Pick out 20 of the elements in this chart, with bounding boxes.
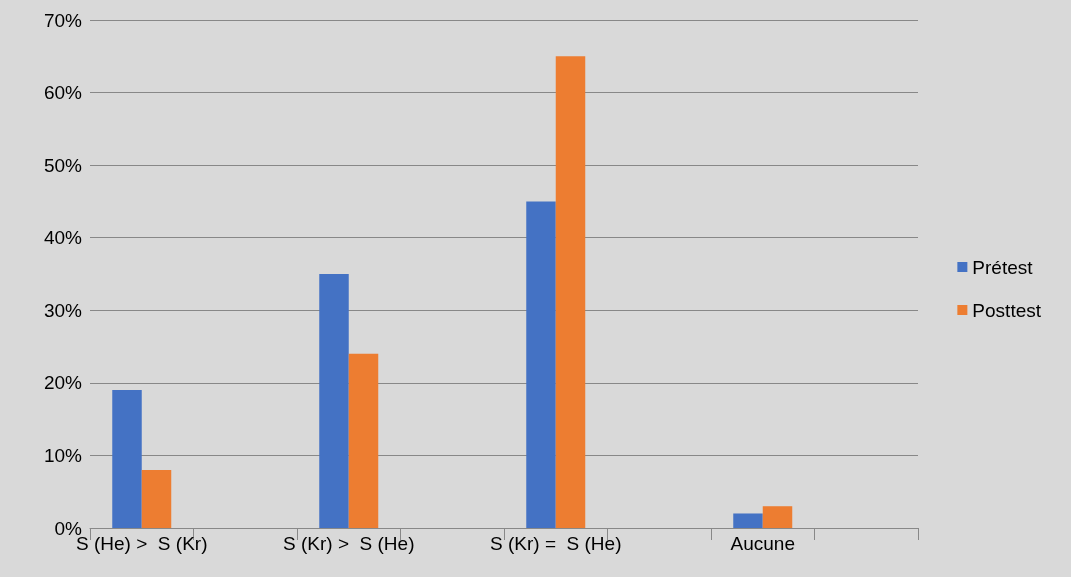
y-tick-label: 10% bbox=[43, 444, 83, 466]
y-tick-label: 20% bbox=[43, 372, 83, 394]
y-tick-label: 50% bbox=[43, 154, 83, 176]
bar bbox=[112, 390, 142, 528]
bar bbox=[319, 274, 349, 528]
bar bbox=[526, 201, 556, 528]
x-tick-label: Aucune bbox=[730, 533, 795, 554]
legend-label: Prétest bbox=[972, 256, 1034, 278]
y-tick-label: 70% bbox=[43, 9, 83, 31]
y-tick-label: 60% bbox=[43, 82, 83, 104]
bar bbox=[762, 506, 793, 528]
y-tick-label: 30% bbox=[43, 299, 83, 321]
x-tick-label: S (Kr) > S (He) bbox=[283, 533, 415, 554]
bar bbox=[733, 513, 763, 528]
bar bbox=[555, 56, 586, 528]
bar bbox=[348, 353, 379, 528]
bar bbox=[141, 469, 172, 528]
legend-label: Posttest bbox=[972, 299, 1042, 321]
y-tick-label: 40% bbox=[43, 227, 83, 249]
x-tick-label: S (Kr) = S (He) bbox=[490, 533, 622, 554]
